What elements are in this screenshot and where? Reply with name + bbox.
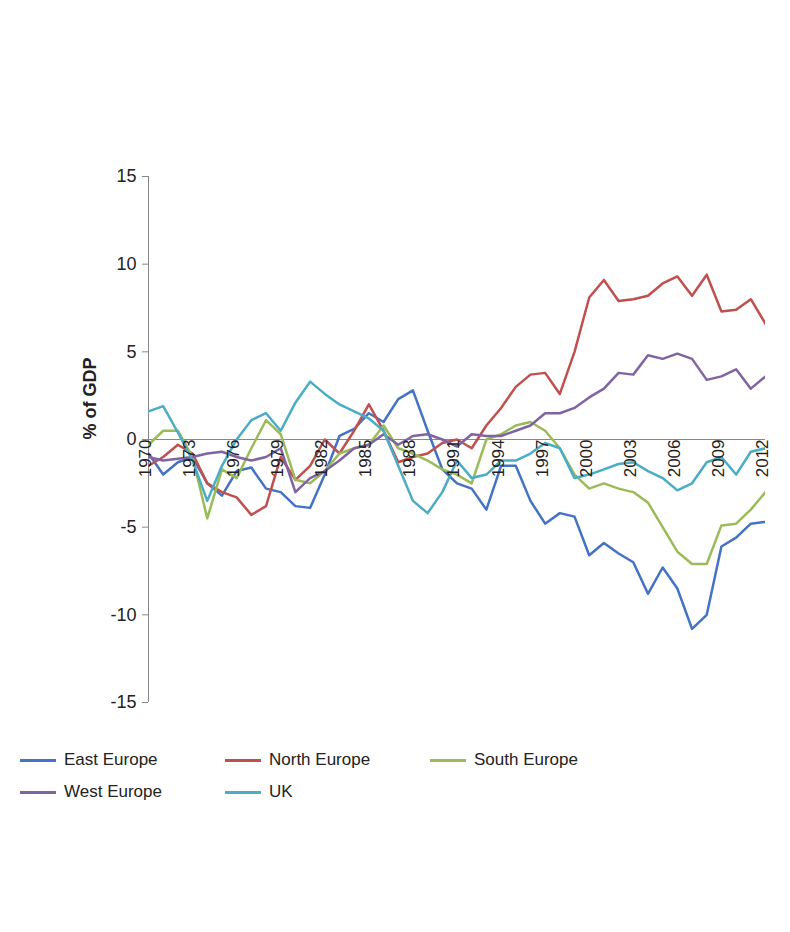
svg-text:1973: 1973	[180, 440, 199, 478]
svg-text:15: 15	[116, 166, 136, 186]
svg-text:2003: 2003	[621, 440, 640, 478]
svg-text:% of GDP: % of GDP	[80, 357, 100, 439]
svg-text:-5: -5	[120, 517, 136, 537]
svg-text:1976: 1976	[224, 440, 243, 478]
svg-text:1979: 1979	[268, 440, 287, 478]
html-text:West Europe: West Europe	[64, 782, 162, 801]
svg-text:5: 5	[126, 342, 136, 362]
svg-text:1997: 1997	[533, 440, 552, 478]
svg-text:10: 10	[116, 254, 136, 274]
svg-text:1988: 1988	[400, 440, 419, 478]
html-text:North Europe: North Europe	[269, 750, 371, 769]
svg-text:-15: -15	[110, 692, 136, 712]
html-text:East Europe: East Europe	[64, 750, 158, 769]
svg-text:2006: 2006	[665, 440, 684, 478]
svg-text:-10: -10	[110, 605, 136, 625]
svg-text:0: 0	[126, 429, 137, 450]
svg-text:2012: 2012	[753, 440, 772, 478]
svg-text:2009: 2009	[709, 440, 728, 478]
html-text:UK: UK	[269, 782, 293, 801]
svg-text:1970: 1970	[136, 440, 155, 478]
svg-text:2000: 2000	[577, 440, 596, 478]
svg-text:1982: 1982	[312, 440, 331, 478]
html-text:South Europe: South Europe	[474, 750, 578, 769]
svg-text:1991: 1991	[444, 440, 463, 478]
svg-text:1994: 1994	[489, 440, 508, 478]
svg-text:1985: 1985	[356, 440, 375, 478]
